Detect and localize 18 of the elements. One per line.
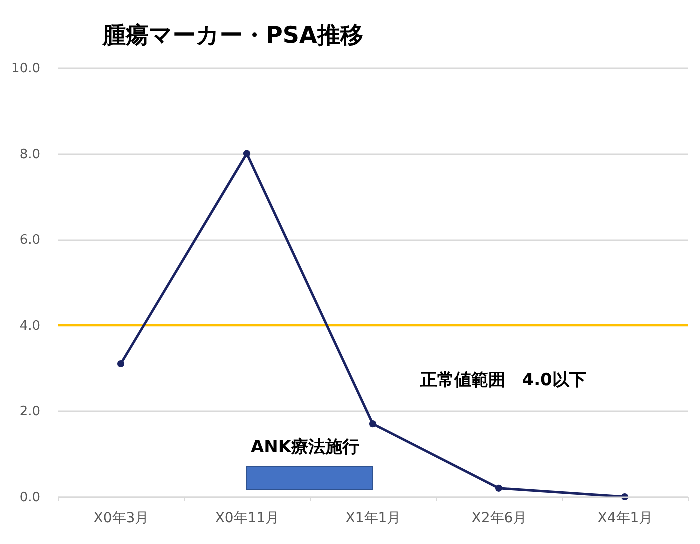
point (117, 360, 125, 368)
x-tick-label: X0年11月 (215, 510, 280, 526)
ref-line-label: 正常値範囲 4.0以下 (419, 370, 586, 390)
band-label: ANK療法施行 (251, 438, 360, 458)
x-tick-label: X4年1月 (598, 510, 654, 526)
y-tick-label: 6.0 (20, 233, 40, 248)
point (495, 484, 503, 492)
point (243, 150, 251, 158)
x-tick-label: X2年6月 (472, 510, 528, 526)
chart-title: 腫瘍マーカー・PSA推移 (102, 22, 364, 49)
point (369, 420, 377, 428)
y-tick-label: 10.0 (12, 62, 40, 76)
y-tick-label: 2.0 (20, 404, 40, 420)
y-tick-label: 8.0 (20, 147, 40, 162)
y-tick-label: 4.0 (20, 318, 40, 334)
y-tick-label: 0.0 (20, 490, 40, 506)
x-tick-label: X0年3月 (94, 510, 150, 526)
x-tick-label: X1年1月 (346, 510, 402, 526)
